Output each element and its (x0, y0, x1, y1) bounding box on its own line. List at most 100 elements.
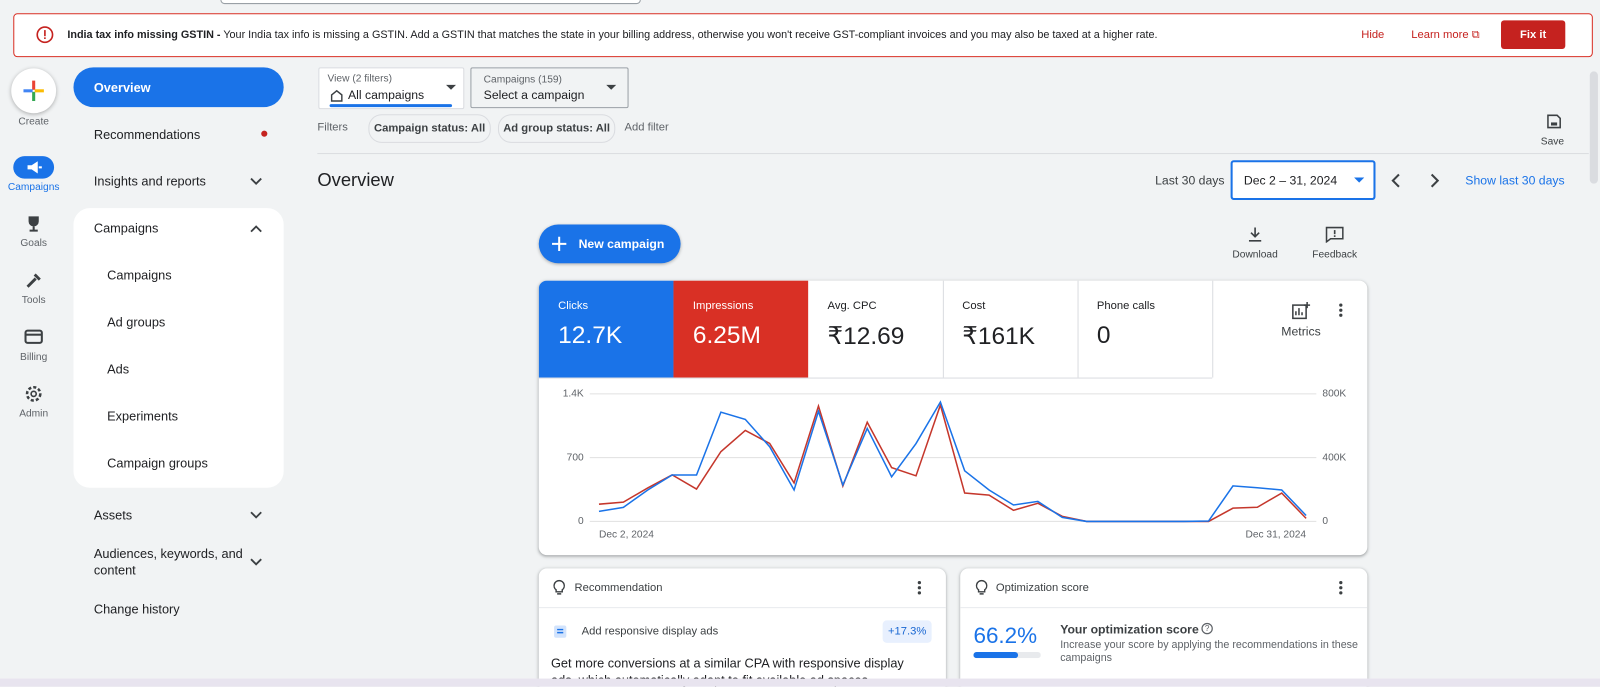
tax-banner: India tax info missing GSTIN - Your Indi… (13, 13, 1593, 57)
nav-item[interactable]: Assets (94, 508, 132, 522)
hide-link[interactable]: Hide (1361, 29, 1384, 41)
show-last-link[interactable]: Show last 30 days (1465, 173, 1564, 187)
caret (1354, 178, 1364, 184)
bulb-icon (974, 580, 988, 596)
learn-more-text: Learn more (1411, 29, 1468, 41)
home-icon (330, 88, 344, 102)
banner-message: Your India tax info is missing a GSTIN. … (223, 29, 1157, 41)
new-campaign-button[interactable]: New campaign (539, 224, 681, 263)
tools-icon (23, 270, 43, 290)
y-tick-label: 0 (578, 516, 584, 527)
date-picker[interactable]: Dec 2 – 31, 2024 (1231, 160, 1376, 200)
more-menu[interactable] (1337, 302, 1345, 318)
rail-label[interactable]: Admin (0, 408, 67, 419)
filter-chip[interactable]: Ad group status: All (498, 114, 615, 143)
chevron[interactable] (249, 557, 263, 567)
chevron[interactable] (249, 223, 263, 233)
view-value: All campaigns (348, 88, 424, 102)
score-fill (973, 652, 1018, 658)
nav-subitem[interactable]: Campaigns (107, 268, 172, 282)
metric-tile[interactable]: Phone calls0 (1078, 281, 1214, 378)
metric-label: Phone calls (1097, 300, 1155, 312)
metric-label: Clicks (558, 300, 588, 312)
admin-icon (23, 384, 43, 404)
metric-tile[interactable]: Cost₹161K (943, 281, 1079, 378)
rail-label[interactable]: Billing (0, 352, 67, 363)
metrics-icon[interactable] (1292, 302, 1310, 320)
y2-tick-label: 800K (1322, 389, 1346, 400)
nav-subitem[interactable]: Campaign groups (107, 456, 208, 470)
nav-subitem[interactable]: Ad groups (107, 315, 165, 329)
new-campaign-text: New campaign (579, 237, 665, 251)
prev-button[interactable] (1389, 172, 1403, 188)
feedback-label: Feedback (1312, 249, 1357, 260)
more-menu[interactable] (915, 580, 923, 596)
metric-value: 6.25M (693, 321, 761, 350)
save-icon[interactable] (1546, 113, 1562, 129)
nav-subitem[interactable]: Experiments (107, 409, 178, 423)
filter-chip[interactable]: Campaign status: All (368, 114, 490, 143)
metrics-label: Metrics (1281, 324, 1320, 338)
recommendation-item: Add responsive display ads (582, 626, 719, 638)
taskbar (0, 679, 1600, 687)
search-box[interactable] (220, 0, 640, 4)
chevron[interactable] (249, 510, 263, 520)
campaigns-icon (13, 156, 54, 178)
performance-chart: 07001.4K0400K800KDec 2, 2024Dec 31, 2024 (539, 380, 1368, 553)
range-label: Last 30 days (1155, 173, 1224, 187)
x-tick-label: Dec 31, 2024 (1246, 529, 1307, 540)
nav-item[interactable]: Recommendations (94, 128, 200, 142)
campaigns-panel (73, 208, 283, 488)
metric-tile[interactable]: Impressions6.25M (673, 281, 808, 378)
rail-label[interactable]: Tools (0, 295, 67, 306)
nav-item[interactable]: Audiences, keywords, and content (94, 546, 247, 579)
next-button[interactable] (1428, 172, 1442, 188)
nav-section[interactable]: Campaigns (94, 221, 159, 235)
campaigns-rail-pill[interactable] (13, 156, 54, 178)
optimization-card: Optimization score 66.2% Your optimizati… (960, 568, 1367, 686)
nav-item[interactable]: Insights and reports (94, 174, 206, 188)
metric-tile[interactable]: Clicks12.7K (539, 281, 674, 378)
campaign-dropdown[interactable]: Campaigns (159) Select a campaign (470, 67, 628, 108)
x-tick-label: Dec 2, 2024 (599, 529, 654, 540)
rail-label[interactable]: Goals (0, 238, 67, 249)
metric-tile[interactable]: Avg. CPC ₹12.69 (808, 281, 944, 378)
svg-text:?: ? (1205, 624, 1210, 633)
metric-value: ₹12.69 (828, 321, 905, 351)
rail-label[interactable]: Campaigns (0, 182, 67, 193)
series-line (599, 405, 1306, 521)
more-menu[interactable] (1337, 580, 1345, 596)
fix-button[interactable]: Fix it (1501, 20, 1565, 49)
scrollbar[interactable] (1590, 71, 1598, 183)
learn-more-link[interactable]: Learn more ⧉ (1411, 29, 1480, 42)
download-icon[interactable] (1247, 227, 1263, 243)
score-bar (973, 652, 1040, 658)
download-label: Download (1232, 249, 1277, 260)
view-label: View (2 filters) (328, 73, 392, 84)
chevron[interactable] (249, 177, 263, 187)
y2-tick-label: 400K (1322, 452, 1346, 463)
view-underline (330, 104, 452, 107)
create-button[interactable] (11, 68, 56, 113)
performance-card: Clicks12.7KImpressions6.25M Avg. CPC ₹12.6… (539, 281, 1368, 555)
nav-subitem[interactable]: Ads (107, 362, 129, 376)
goals-icon (23, 213, 43, 233)
nav-item[interactable]: Change history (94, 602, 180, 616)
score-heading: Your optimization score (1060, 622, 1199, 636)
metric-label: Avg. CPC (828, 300, 877, 312)
banner-text: India tax info missing GSTIN - Your Indi… (67, 29, 1157, 41)
date-range: Dec 2 – 31, 2024 (1244, 173, 1337, 187)
recommendation-dot (261, 131, 267, 137)
help-icon[interactable]: ? (1201, 622, 1213, 634)
feedback-icon[interactable] (1325, 227, 1343, 243)
save-label: Save (1541, 136, 1564, 147)
view-dropdown[interactable]: View (2 filters) All campaigns (318, 67, 464, 109)
rail-label[interactable]: Create (0, 116, 67, 127)
alert-icon (36, 26, 54, 44)
recommendation-card: Recommendation Add responsive display ad… (539, 568, 946, 686)
nav-item[interactable]: Overview (94, 81, 151, 95)
add-filter[interactable]: Add filter (624, 121, 668, 133)
